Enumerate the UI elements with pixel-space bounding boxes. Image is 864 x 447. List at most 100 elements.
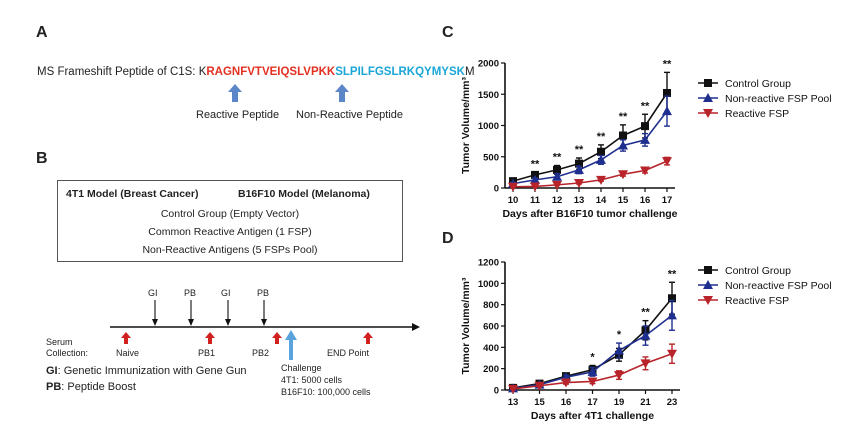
timeline-gi-2: GI [221, 288, 231, 298]
chart-d-legend-item-0: Control Group [698, 265, 791, 277]
chart-d-point [561, 378, 571, 388]
chart-c-series-1 [508, 95, 672, 188]
chart-c-significance: ** [619, 111, 628, 123]
gi-arrow-1 [152, 300, 158, 326]
chart-c-significance: ** [663, 58, 672, 70]
chart-d-legend-marker [703, 296, 713, 305]
pb-arrow-1 [188, 300, 194, 326]
chart-d-legend-label: Reactive FSP [725, 295, 789, 307]
chart-d-ytick-label: 0 [494, 386, 499, 397]
chart-c-point [574, 164, 584, 174]
timepoint-pb1: PB1 [198, 348, 216, 358]
chart-c-ytick-label: 500 [483, 152, 499, 163]
chart-c-legend-marker [704, 79, 712, 87]
chart-c: 0 500 1000 1500 2000 10 11 12 13 14 15 16 17 Days aft… [460, 58, 832, 220]
sequence-suffix: M [464, 66, 475, 78]
serum-pb2-arrow-icon [272, 332, 282, 344]
chart-d-legend-label: Non-reactive FSP Pool [725, 280, 832, 292]
chart-d-xlabel: Days after 4T1 challenge [531, 410, 654, 422]
chart-c-legend-item-1: Non-reactive FSP Pool [698, 93, 832, 105]
pb-arrow-2 [261, 300, 267, 326]
panel-d-letter: D [442, 230, 454, 247]
chart-c-xtick-label: 10 [508, 195, 519, 206]
chart-c-legend-item-2: Reactive FSP [698, 108, 789, 120]
chart-d-legend-item-1: Non-reactive FSP Pool [698, 280, 832, 292]
chart-d-ylabel: Tumor Volume/mm³ [460, 277, 472, 375]
serum-label-1: Serum [46, 337, 73, 347]
sequence-prefix: MS Frameshift Peptide of C1S: K [37, 66, 207, 78]
chart-d-point [587, 366, 598, 376]
chart-d-significance: ** [668, 268, 677, 280]
chart-d-xtick-label: 19 [614, 397, 625, 408]
legend-pb: PB: Peptide Boost [46, 381, 136, 393]
chart-c-xtick-label: 13 [574, 195, 585, 206]
nonreactive-peptide-label: Non-Reactive Peptide [296, 109, 404, 121]
chart-d-ytick-label: 400 [483, 343, 499, 354]
chart-c-ylabel: Tumor Volume/mm³ [460, 76, 472, 174]
chart-d-point [508, 384, 518, 394]
chart-c-point [618, 170, 628, 180]
chart-c-line-2 [512, 160, 668, 188]
reactive-peptide-label: Reactive Peptide [196, 109, 280, 121]
chart-c-legend-label: Non-reactive FSP Pool [725, 93, 832, 105]
chart-d-legend-marker [704, 266, 712, 274]
frameshift-sequence: MS Frameshift Peptide of C1S: KRAGNFVTVE… [37, 66, 475, 78]
chart-c-point [640, 134, 650, 144]
chart-c-significance: ** [575, 144, 584, 156]
chart-d-point [667, 310, 677, 320]
chart-d-ytick-label: 800 [483, 300, 499, 311]
chart-d-ytick-label: 600 [483, 322, 499, 333]
timeline-gi-1: GI [148, 288, 158, 298]
chart-c-point [662, 157, 672, 167]
nonreactive-sequence: SLPILFGSLRKQYMYSK [335, 66, 465, 78]
chart-c-series-2 [508, 156, 672, 192]
chart-c-legend-label: Reactive FSP [725, 108, 789, 120]
chart-d-xtick-label: 21 [640, 397, 651, 408]
chart-c-xtick-label: 15 [618, 195, 629, 206]
chart-d-point [668, 294, 676, 303]
chart-c-point [530, 174, 540, 184]
challenge-4t1: 4T1: 5000 cells [281, 375, 343, 385]
model-b16f10: B16F10 Model (Melanoma) [238, 188, 370, 200]
chart-c-ytick-label: 1500 [478, 90, 499, 101]
chart-c-ytick-label: 0 [494, 184, 499, 195]
chart-c-legend-marker [703, 93, 713, 102]
timeline-pb-2: PB [257, 288, 270, 298]
serum-naive-arrow-icon [121, 332, 131, 344]
timepoint-naive: Naive [116, 348, 140, 358]
chart-c-xtick-label: 14 [596, 195, 607, 206]
study-groups-box: 4T1 Model (Breast Cancer) B16F10 Model (… [57, 180, 403, 262]
panel-c-letter: C [442, 24, 454, 41]
group-nonreactive: Non-Reactive Antigens (5 FSPs Pool) [142, 244, 318, 256]
chart-c-significance: ** [597, 131, 606, 143]
chart-d-legend-label: Control Group [725, 265, 791, 277]
challenge-arrow-icon [285, 330, 297, 360]
chart-c-legend-label: Control Group [725, 78, 791, 90]
chart-c-point [508, 182, 518, 192]
chart-d-xtick-label: 13 [508, 397, 519, 408]
group-control: Control Group (Empty Vector) [160, 208, 300, 220]
timepoint-pb2: PB2 [252, 348, 270, 358]
chart-d-xtick-label: 15 [534, 397, 545, 408]
chart-c-point [553, 165, 561, 174]
reactive-arrow-icon [228, 84, 242, 102]
chart-c-point [596, 175, 606, 185]
chart-c-point [552, 180, 562, 190]
chart-d-significance: ** [641, 307, 650, 319]
chart-c-point [552, 171, 562, 181]
chart-d-point [640, 359, 651, 369]
chart-c-point [618, 140, 628, 150]
chart-d-ytick-label: 1200 [478, 258, 499, 269]
nonreactive-arrow-icon [335, 84, 349, 102]
chart-c-point [530, 182, 540, 192]
chart-d-legend-marker [703, 280, 713, 289]
timeline-pb-1: PB [184, 288, 197, 298]
chart-c-point [597, 147, 605, 156]
chart-c-line-1 [512, 110, 668, 185]
chart-c-xtick-label: 12 [552, 195, 563, 206]
gi-arrow-2 [225, 300, 231, 326]
chart-d-significance: * [590, 351, 595, 363]
chart-c-xtick-label: 17 [662, 195, 673, 206]
chart-d-ytick-label: 1000 [478, 279, 499, 290]
